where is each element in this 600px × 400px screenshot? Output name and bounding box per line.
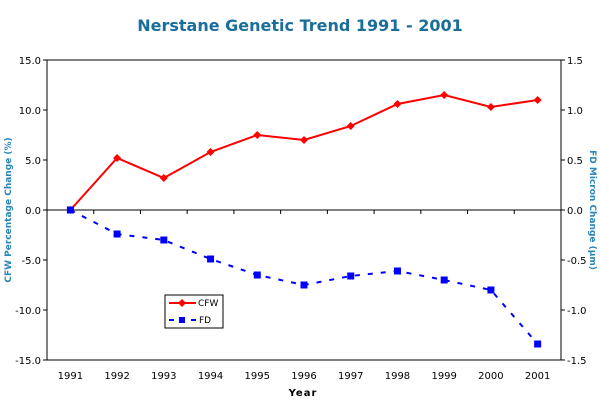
point-fd (113, 230, 121, 238)
point-fd (66, 206, 74, 214)
x-tick-label: 1991 (58, 371, 83, 382)
x-axis-label: Year (288, 388, 318, 399)
y2-tick-label: 1.5 (567, 56, 583, 67)
y2-tick-label: -0.5 (567, 256, 587, 267)
x-tick-label: 1997 (338, 371, 363, 382)
point-fd (393, 267, 401, 275)
point-cfw (393, 100, 402, 108)
y-tick-label: -10.0 (15, 306, 41, 317)
point-fd (347, 272, 355, 280)
y2-tick-label: 0.0 (567, 206, 583, 217)
y-tick-label: 10.0 (19, 106, 41, 117)
point-cfw (113, 154, 122, 162)
y2-tick-label: -1.0 (567, 306, 587, 317)
y2-tick-label: -1.5 (567, 356, 587, 367)
point-cfw (206, 148, 215, 156)
y-tick-label: -5.0 (21, 256, 41, 267)
x-tick-label: 1993 (151, 371, 176, 382)
point-fd (534, 340, 542, 348)
point-fd (207, 255, 215, 263)
point-fd (300, 281, 308, 289)
legend-cfw-label: CFW (198, 299, 218, 309)
point-fd (440, 276, 448, 284)
legend-fd-marker (179, 317, 185, 323)
series-line-fd (69, 209, 539, 345)
series-line-cfw (69, 93, 538, 211)
y2-tick-label: 0.5 (567, 156, 583, 167)
legend-cfw-marker (178, 299, 186, 307)
y-tick-label: 15.0 (19, 56, 41, 67)
point-cfw (486, 103, 495, 111)
y2-axis-label: FD Micron Change (µm) (587, 150, 597, 270)
point-cfw (300, 136, 308, 144)
point-cfw (159, 174, 168, 182)
point-fd (160, 236, 168, 244)
point-cfw (346, 122, 355, 130)
y-tick-label: 0.0 (25, 206, 41, 217)
x-tick-label: 1998 (385, 371, 410, 382)
point-cfw (440, 91, 449, 99)
x-tick-label: 1995 (245, 371, 270, 382)
x-tick-label: 1999 (431, 371, 456, 382)
x-tick-label: 2000 (478, 371, 503, 382)
legend-box (164, 294, 224, 329)
legend-fd-label: FD (199, 316, 211, 326)
x-tick-label: 1992 (104, 371, 129, 382)
y-axis-label: CFW Percentage Change (%) (4, 137, 14, 282)
legend: CFW FD (164, 294, 224, 329)
point-cfw (253, 131, 262, 139)
point-fd (487, 286, 495, 294)
point-fd (253, 271, 261, 279)
x-tick-label: 1996 (291, 371, 316, 382)
y-tick-label: 5.0 (25, 156, 41, 167)
x-tick-label: 2001 (525, 371, 550, 382)
x-tick-label: 1994 (198, 371, 223, 382)
y-tick-label: -15.0 (15, 356, 41, 367)
point-cfw (533, 96, 542, 104)
y2-tick-label: 1.0 (567, 106, 583, 117)
chart-title: Nerstane Genetic Trend 1991 - 2001 (137, 16, 462, 35)
